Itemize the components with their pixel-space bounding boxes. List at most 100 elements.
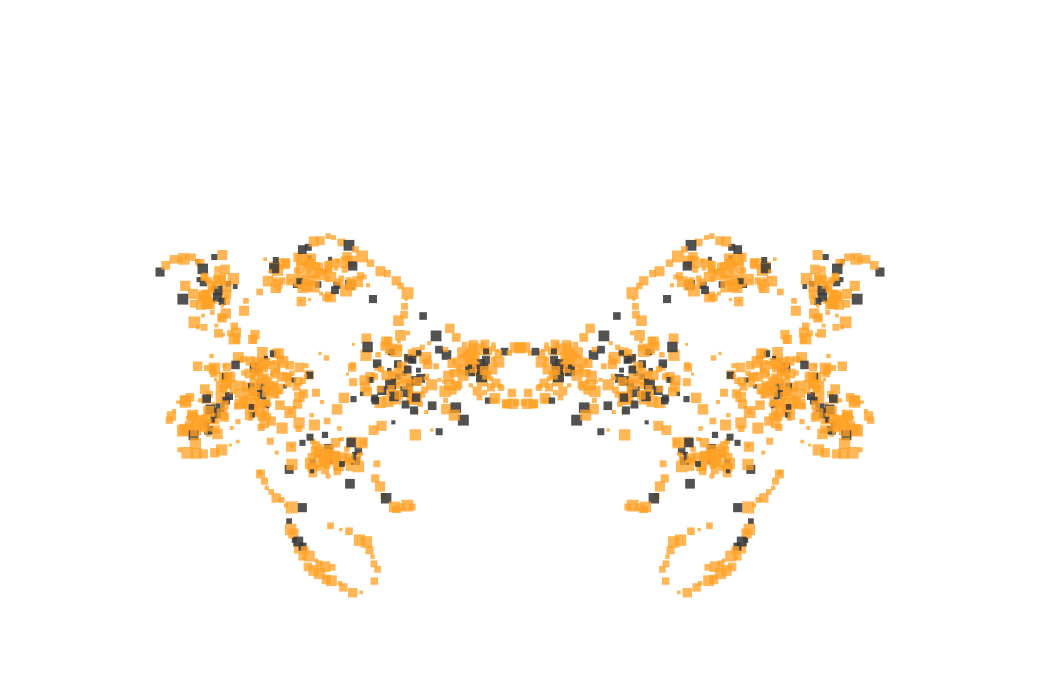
right-wing-particle xyxy=(632,303,639,310)
right-wing-particle xyxy=(648,493,660,504)
right-wing-particle xyxy=(760,367,767,375)
right-wing-particle xyxy=(758,388,765,395)
right-wing-particle xyxy=(531,347,540,356)
right-wing-particle xyxy=(732,262,745,274)
right-wing-particle xyxy=(869,261,879,270)
left-wing-particle xyxy=(188,316,201,329)
left-wing-particle xyxy=(333,467,342,476)
right-wing-particle xyxy=(603,401,613,411)
right-wing-particle xyxy=(828,277,835,284)
left-wing-particle xyxy=(303,363,309,369)
left-wing-particle xyxy=(300,546,309,554)
left-wing-particle xyxy=(389,391,399,402)
right-wing-particle xyxy=(801,322,810,331)
left-wing-particle xyxy=(268,489,274,495)
right-wing-particle xyxy=(725,453,733,460)
right-wing-particle xyxy=(617,376,627,386)
right-wing-particle xyxy=(728,243,736,251)
right-wing-particle xyxy=(709,473,715,479)
left-wing-particle xyxy=(309,469,315,474)
left-wing-particle xyxy=(361,274,367,280)
right-wing-particle xyxy=(751,356,764,368)
left-wing-particle xyxy=(210,427,216,432)
left-wing-particle xyxy=(285,501,298,514)
right-wing-particle xyxy=(618,350,625,356)
left-wing-particle xyxy=(347,278,355,287)
right-wing-particle xyxy=(812,408,824,420)
right-wing-particle xyxy=(645,370,652,378)
right-wing-particle xyxy=(863,411,874,421)
right-wing-particle xyxy=(659,566,666,573)
right-wing-particle xyxy=(862,255,871,264)
left-wing-particle xyxy=(268,361,274,366)
left-wing-particle xyxy=(200,384,210,394)
left-wing-particle xyxy=(172,408,176,413)
right-wing-particle xyxy=(864,408,868,413)
right-wing-particle xyxy=(629,330,635,336)
right-wing-particle xyxy=(717,560,725,568)
left-wing-particle xyxy=(391,420,396,425)
right-wing-particle xyxy=(778,401,783,406)
right-wing-particle xyxy=(760,263,771,274)
left-wing-particle xyxy=(331,286,339,295)
right-wing-particle xyxy=(794,380,804,391)
left-wing-particle xyxy=(357,452,362,458)
right-wing-particle xyxy=(602,379,614,391)
right-wing-particle xyxy=(683,451,688,457)
left-wing-particle xyxy=(203,364,210,371)
left-wing-particle xyxy=(266,402,272,407)
right-wing-particle xyxy=(598,377,603,382)
left-wing-particle xyxy=(359,590,364,595)
right-wing-particle xyxy=(727,280,739,292)
left-wing-particle xyxy=(220,304,224,308)
left-wing-particle xyxy=(169,255,178,264)
left-wing-particle xyxy=(191,418,198,424)
right-wing-particle xyxy=(685,478,695,489)
right-wing-particle xyxy=(792,402,799,409)
left-wing-particle xyxy=(359,375,370,386)
right-wing-particle xyxy=(694,238,703,247)
left-wing-particle xyxy=(161,261,171,270)
left-wing-particle xyxy=(374,396,386,409)
right-wing-particle xyxy=(665,554,670,559)
left-wing-particle xyxy=(338,275,345,282)
left-wing-particle xyxy=(390,345,402,357)
right-wing-particle xyxy=(814,297,822,306)
left-wing-particle xyxy=(467,364,473,369)
left-wing-particle xyxy=(304,243,312,251)
left-wing-particle xyxy=(269,263,280,274)
left-wing-particle xyxy=(400,372,412,384)
left-wing-particle xyxy=(292,382,301,391)
left-wing-particle xyxy=(343,456,352,465)
left-wing-particle xyxy=(210,281,219,289)
left-wing-particle xyxy=(311,440,320,449)
right-wing-particle xyxy=(737,252,747,262)
right-wing-particle xyxy=(701,286,709,295)
right-wing-particle xyxy=(832,323,840,331)
left-wing-particle xyxy=(362,341,373,353)
left-wing-particle xyxy=(374,566,381,573)
left-wing-particle xyxy=(450,402,462,413)
right-wing-particle xyxy=(802,284,808,289)
left-wing-particle xyxy=(479,366,489,375)
right-wing-particle xyxy=(825,310,830,315)
left-wing-particle xyxy=(181,447,193,459)
right-wing-particle xyxy=(826,353,831,359)
left-wing-particle xyxy=(308,464,313,470)
left-wing-particle xyxy=(455,381,463,389)
right-wing-particle xyxy=(655,366,662,373)
right-wing-particle xyxy=(857,447,863,453)
left-wing-particle xyxy=(286,273,298,286)
right-wing-particle xyxy=(824,413,829,417)
left-wing-particle xyxy=(180,280,191,291)
left-wing-particle xyxy=(251,357,262,368)
right-wing-particle xyxy=(663,295,672,304)
right-wing-particle xyxy=(728,269,734,275)
right-wing-particle xyxy=(690,446,696,452)
right-wing-particle xyxy=(608,351,621,364)
left-wing-particle xyxy=(371,474,380,483)
left-wing-particle xyxy=(325,291,336,303)
right-wing-particle xyxy=(710,466,719,475)
right-wing-particle xyxy=(838,448,850,459)
left-wing-particle xyxy=(281,372,291,381)
